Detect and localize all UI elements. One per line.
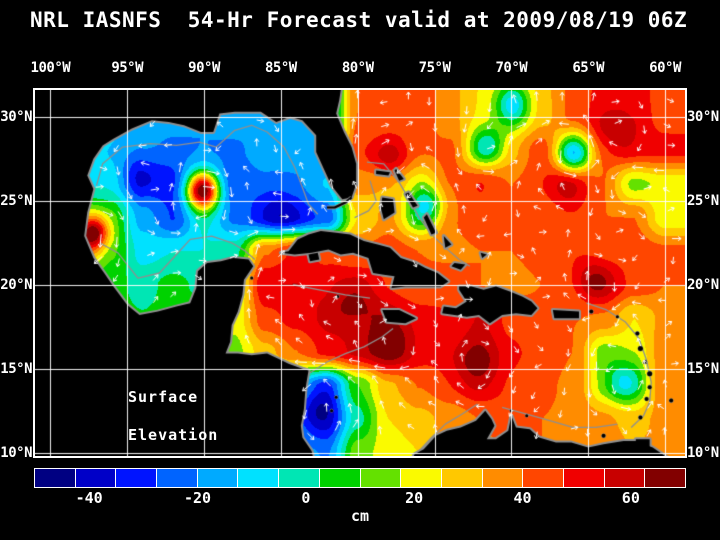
colorbar-segment [562, 469, 604, 487]
colorbar-tick-label: 0 [301, 489, 311, 507]
colorbar-segment [74, 469, 116, 487]
colorbar-tick-label: -20 [183, 489, 212, 507]
colorbar-bar [34, 468, 686, 488]
map-canvas [35, 90, 685, 456]
lat-tick-label-left: 25°N [0, 192, 32, 209]
colorbar-segment [196, 469, 238, 487]
lat-tick-label-left: 20°N [0, 276, 32, 293]
surface-label: Surface [128, 388, 199, 406]
colorbar-segment [237, 469, 279, 487]
lon-tick-label: 60°W [649, 60, 681, 76]
lon-tick-label: 80°W [341, 60, 374, 76]
lat-tick-label-left: 30°N [0, 108, 32, 125]
elevation-label: Elevation [128, 426, 219, 444]
colorbar-segment [400, 469, 441, 487]
colorbar-segment [35, 469, 75, 487]
lat-tick-label-left: 10°N [0, 444, 32, 461]
colorbar-segment [359, 469, 401, 487]
colorbar-segment [603, 469, 645, 487]
colorbar-segment [115, 469, 157, 487]
lon-tick-label: 85°W [265, 60, 297, 76]
lon-tick-label: 70°W [495, 60, 528, 76]
lon-tick-label: 65°W [572, 60, 605, 76]
colorbar-tick-label: -40 [75, 489, 103, 507]
colorbar-segment [440, 469, 482, 487]
colorbar-segment [522, 469, 563, 487]
lat-tick-label-right: 25°N [687, 192, 719, 209]
lat-tick-label-right: 20°N [687, 276, 719, 293]
colorbar-segment [644, 469, 685, 487]
map-frame: Surface Elevation [33, 88, 687, 458]
lat-tick-label-right: 15°N [687, 360, 719, 377]
colorbar-segment [278, 469, 319, 487]
colorbar-segment [481, 469, 523, 487]
lat-tick-label-right: 10°N [687, 444, 719, 461]
colorbar-segment [156, 469, 197, 487]
colorbar-unit-label: cm [350, 507, 370, 525]
lat-tick-label-left: 15°N [0, 360, 32, 377]
colorbar-tick-label: 40 [513, 489, 532, 507]
colorbar-tick-label: 20 [405, 489, 424, 507]
lon-tick-label: 100°W [30, 60, 71, 76]
page-title: NRL IASNFS 54-Hr Forecast valid at 2009/… [30, 8, 688, 32]
lon-tick-label: 75°W [418, 60, 451, 76]
lat-tick-label-right: 30°N [687, 108, 719, 125]
lon-tick-label: 90°W [188, 60, 220, 76]
lon-tick-label: 95°W [111, 60, 144, 76]
colorbar-tick-label: 60 [621, 489, 640, 507]
colorbar-segment [318, 469, 360, 487]
